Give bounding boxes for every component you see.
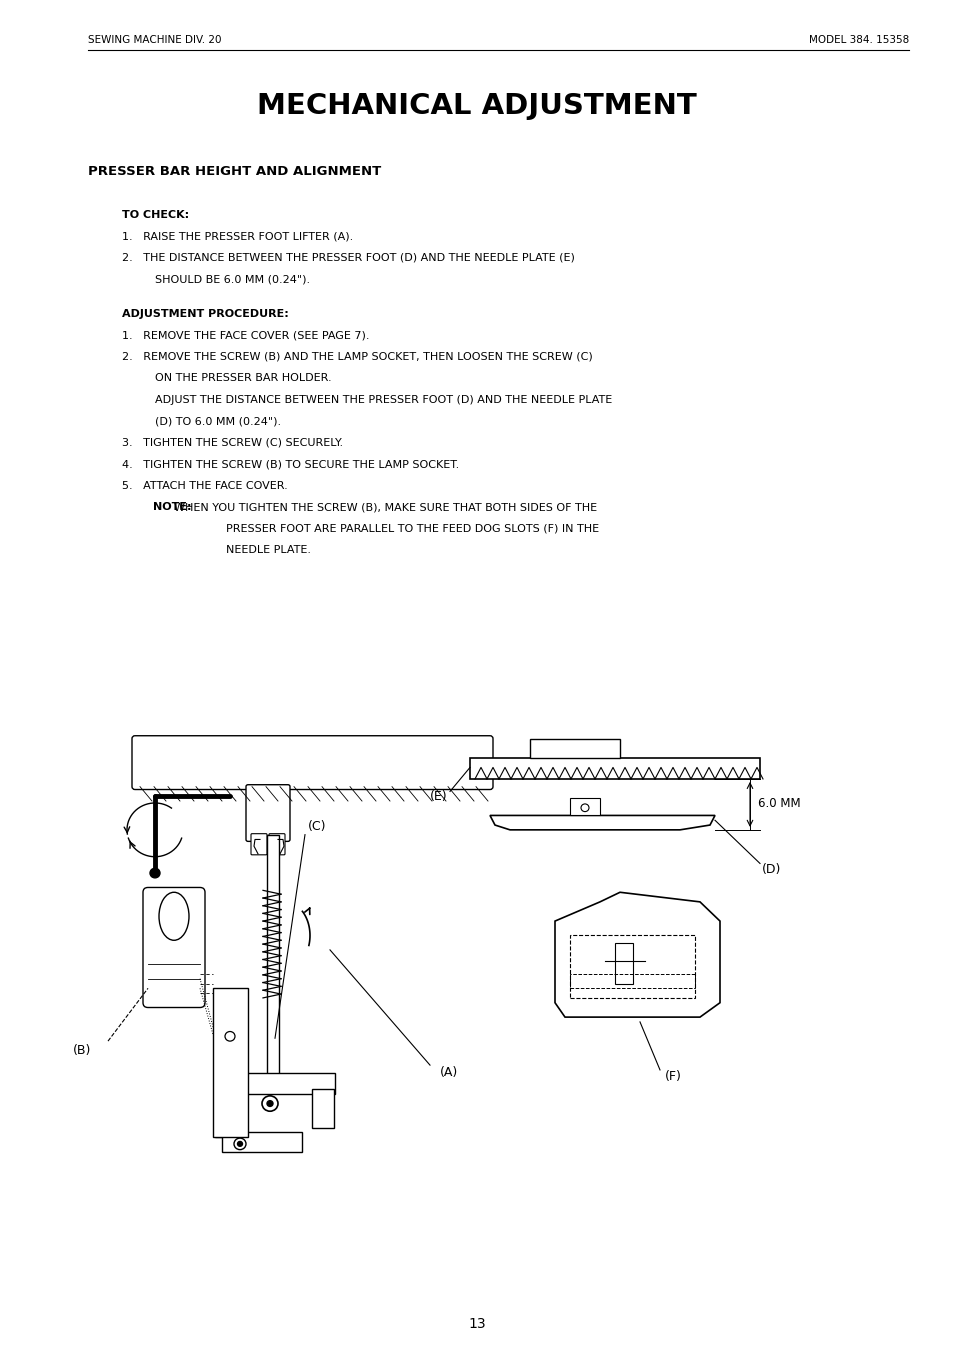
Bar — [530, 739, 619, 758]
Text: MECHANICAL ADJUSTMENT: MECHANICAL ADJUSTMENT — [257, 92, 696, 120]
Circle shape — [150, 869, 160, 878]
FancyBboxPatch shape — [269, 834, 285, 855]
Bar — [214, 1073, 335, 1094]
Circle shape — [267, 1101, 273, 1106]
Text: 4.   TIGHTEN THE SCREW (B) TO SECURE THE LAMP SOCKET.: 4. TIGHTEN THE SCREW (B) TO SECURE THE L… — [122, 459, 458, 469]
Text: 5.   ATTACH THE FACE COVER.: 5. ATTACH THE FACE COVER. — [122, 481, 288, 490]
Text: 3.   TIGHTEN THE SCREW (C) SECURELY.: 3. TIGHTEN THE SCREW (C) SECURELY. — [122, 438, 343, 449]
Text: PRESSER BAR HEIGHT AND ALIGNMENT: PRESSER BAR HEIGHT AND ALIGNMENT — [88, 165, 381, 178]
Text: PRESSER FOOT ARE PARALLEL TO THE FEED DOG SLOTS (F) IN THE: PRESSER FOOT ARE PARALLEL TO THE FEED DO… — [226, 524, 598, 534]
Text: (E): (E) — [430, 790, 448, 802]
Text: 6.0 MM: 6.0 MM — [758, 797, 800, 811]
Bar — [267, 835, 278, 1075]
Bar — [213, 989, 248, 1138]
Text: 2.   THE DISTANCE BETWEEN THE PRESSER FOOT (D) AND THE NEEDLE PLATE (E): 2. THE DISTANCE BETWEEN THE PRESSER FOOT… — [122, 253, 575, 263]
Text: NOTE:: NOTE: — [122, 503, 199, 512]
Ellipse shape — [159, 892, 189, 940]
Text: 2.   REMOVE THE SCREW (B) AND THE LAMP SOCKET, THEN LOOSEN THE SCREW (C): 2. REMOVE THE SCREW (B) AND THE LAMP SOC… — [122, 351, 592, 362]
FancyBboxPatch shape — [251, 834, 267, 855]
Text: (D) TO 6.0 MM (0.24").: (D) TO 6.0 MM (0.24"). — [154, 416, 281, 427]
Text: 1.   REMOVE THE FACE COVER (SEE PAGE 7).: 1. REMOVE THE FACE COVER (SEE PAGE 7). — [122, 331, 369, 340]
Circle shape — [237, 1142, 242, 1146]
FancyBboxPatch shape — [132, 736, 493, 789]
Text: SHOULD BE 6.0 MM (0.24").: SHOULD BE 6.0 MM (0.24"). — [154, 274, 310, 285]
Text: 13: 13 — [468, 1317, 485, 1331]
Bar — [222, 1132, 302, 1151]
Text: (B): (B) — [72, 1044, 91, 1058]
Text: MODEL 384. 15358: MODEL 384. 15358 — [808, 35, 908, 45]
Bar — [470, 758, 760, 780]
FancyBboxPatch shape — [143, 888, 205, 1008]
Text: SEWING MACHINE DIV. 20: SEWING MACHINE DIV. 20 — [88, 35, 221, 45]
Polygon shape — [490, 816, 714, 830]
Bar — [615, 943, 633, 984]
Text: (D): (D) — [761, 863, 781, 875]
Bar — [312, 1089, 334, 1128]
Text: (A): (A) — [439, 1066, 457, 1079]
Text: (F): (F) — [664, 1070, 681, 1084]
Text: NEEDLE PLATE.: NEEDLE PLATE. — [226, 546, 311, 555]
Text: (C): (C) — [308, 820, 326, 834]
Text: WHEN YOU TIGHTEN THE SCREW (B), MAKE SURE THAT BOTH SIDES OF THE: WHEN YOU TIGHTEN THE SCREW (B), MAKE SUR… — [173, 503, 597, 512]
Bar — [569, 798, 599, 816]
Bar — [569, 974, 695, 989]
Polygon shape — [555, 892, 720, 1017]
Text: ON THE PRESSER BAR HOLDER.: ON THE PRESSER BAR HOLDER. — [154, 373, 332, 384]
Text: ADJUSTMENT PROCEDURE:: ADJUSTMENT PROCEDURE: — [122, 309, 289, 319]
Text: TO CHECK:: TO CHECK: — [122, 209, 189, 220]
Text: ADJUST THE DISTANCE BETWEEN THE PRESSER FOOT (D) AND THE NEEDLE PLATE: ADJUST THE DISTANCE BETWEEN THE PRESSER … — [154, 394, 612, 405]
Text: 1.   RAISE THE PRESSER FOOT LIFTER (A).: 1. RAISE THE PRESSER FOOT LIFTER (A). — [122, 231, 353, 242]
Bar — [569, 935, 695, 998]
FancyBboxPatch shape — [246, 785, 290, 842]
Bar — [214, 1089, 236, 1138]
